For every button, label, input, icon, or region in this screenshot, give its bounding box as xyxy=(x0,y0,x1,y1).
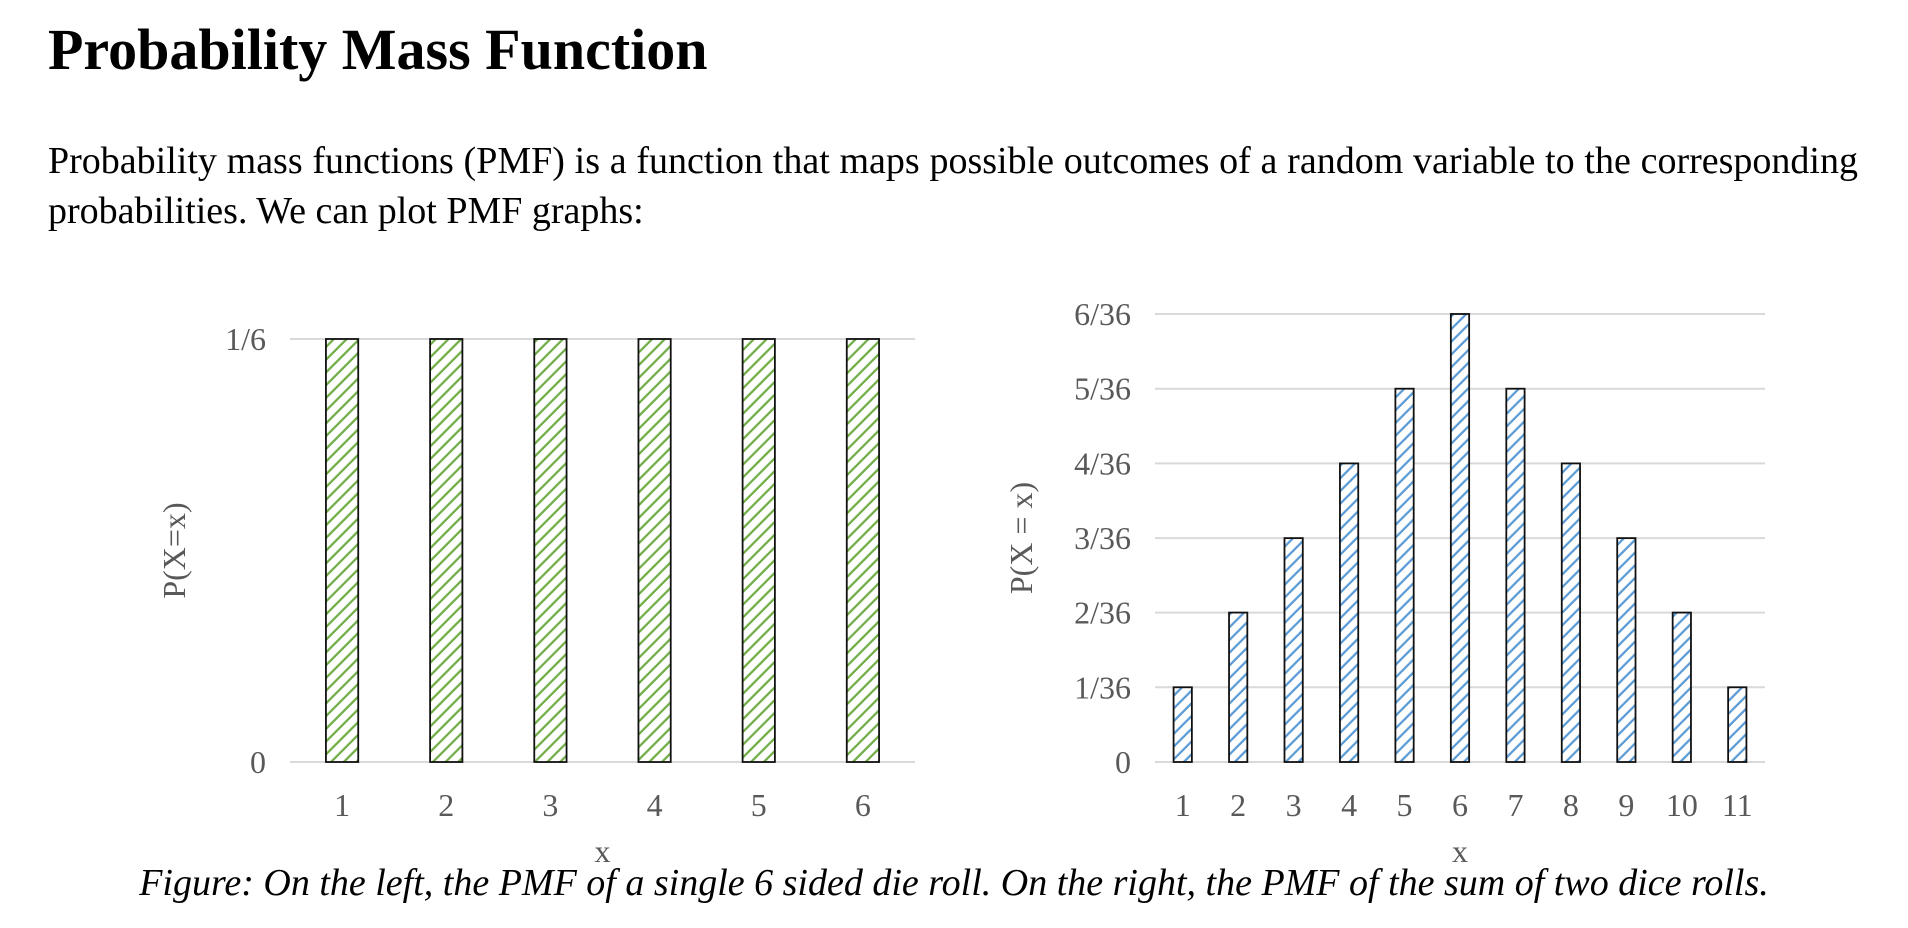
x-axis-title: x xyxy=(1452,833,1468,869)
y-tick-label: 5/36 xyxy=(1074,371,1131,407)
y-tick-label: 0 xyxy=(1115,744,1131,780)
x-tick-label: 2 xyxy=(438,787,454,823)
x-tick-label: 4 xyxy=(647,787,663,823)
bar-x-4 xyxy=(1339,462,1360,763)
x-tick-label: 10 xyxy=(1666,787,1698,823)
y-axis-title: P(X=x) xyxy=(156,502,192,598)
intro-paragraph: Probability mass functions (PMF) is a fu… xyxy=(48,140,1858,232)
y-tick-label: 0 xyxy=(250,744,266,780)
bar-x-1 xyxy=(1172,686,1193,763)
y-tick-label: 1/6 xyxy=(225,321,266,357)
x-tick-label: 7 xyxy=(1507,787,1523,823)
bar-x-6 xyxy=(845,338,880,763)
bar-x-4 xyxy=(637,338,672,763)
y-tick-label: 3/36 xyxy=(1074,520,1131,556)
x-tick-label: 6 xyxy=(855,787,871,823)
x-tick-label: 8 xyxy=(1563,787,1579,823)
bar-x-10 xyxy=(1671,611,1692,763)
bar-x-9 xyxy=(1616,537,1637,763)
bar-x-2 xyxy=(429,338,464,763)
y-axis-title: P(X = x) xyxy=(1003,482,1039,594)
x-tick-label: 1 xyxy=(334,787,350,823)
y-tick-label: 6/36 xyxy=(1074,296,1131,332)
y-tick-label: 1/36 xyxy=(1074,669,1131,705)
x-tick-label: 5 xyxy=(1397,787,1413,823)
bar-x-5 xyxy=(1394,387,1415,763)
bar-x-7 xyxy=(1505,387,1526,763)
page-title: Probability Mass Function xyxy=(48,17,708,82)
figure-caption: Figure: On the left, the PMF of a single… xyxy=(139,862,1769,904)
x-tick-label: 2 xyxy=(1230,787,1246,823)
x-tick-label: 4 xyxy=(1341,787,1357,823)
bar-x-8 xyxy=(1560,462,1581,763)
bar-x-2 xyxy=(1228,611,1249,763)
x-tick-label: 5 xyxy=(751,787,767,823)
x-axis-title: x xyxy=(595,833,611,869)
y-tick-label: 2/36 xyxy=(1074,595,1131,631)
x-tick-label: 11 xyxy=(1722,787,1753,823)
y-tick-label: 4/36 xyxy=(1074,445,1131,481)
x-tick-label: 3 xyxy=(542,787,558,823)
x-tick-label: 3 xyxy=(1286,787,1302,823)
bar-x-1 xyxy=(325,338,360,763)
bar-x-3 xyxy=(1283,537,1304,763)
bar-x-11 xyxy=(1727,686,1748,763)
bar-x-3 xyxy=(533,338,568,763)
x-tick-label: 6 xyxy=(1452,787,1468,823)
x-tick-label: 9 xyxy=(1618,787,1634,823)
x-tick-label: 1 xyxy=(1175,787,1191,823)
bar-x-5 xyxy=(741,338,776,763)
bar-x-6 xyxy=(1449,313,1471,763)
